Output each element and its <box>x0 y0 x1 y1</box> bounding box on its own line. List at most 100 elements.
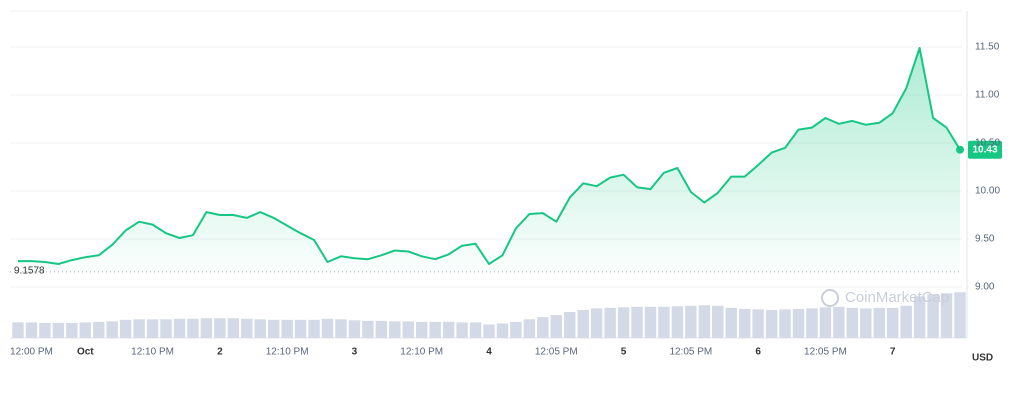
volume-bar <box>779 309 791 338</box>
volume-bar <box>119 319 132 338</box>
y-tick-label: 11.00 <box>975 90 1000 101</box>
volume-bar <box>483 324 495 338</box>
y-tick-label: 10.50 <box>975 138 1000 149</box>
y-tick-label: 9.00 <box>975 282 995 293</box>
volume-bar <box>456 322 468 338</box>
x-tick-label: 2 <box>217 347 223 358</box>
x-tick-label: 5 <box>621 347 627 358</box>
volume-bar <box>146 319 159 338</box>
watermark-logo <box>821 289 839 307</box>
volume-bar <box>308 319 320 338</box>
volume-bar <box>725 307 737 338</box>
last-price-dot <box>956 145 964 154</box>
x-tick-label: Oct <box>77 347 94 358</box>
volume-bar <box>833 306 845 338</box>
volume-bar <box>389 321 401 338</box>
x-tick-label: 12:10 PM <box>400 347 443 358</box>
volume-bar <box>12 322 24 338</box>
currency-label: USD <box>972 353 993 364</box>
volume-bar <box>187 318 199 338</box>
volume-bar <box>52 322 65 338</box>
x-tick-label: 6 <box>755 347 761 358</box>
volume-bar <box>846 307 859 338</box>
volume-bar <box>106 321 118 338</box>
volume-bar <box>671 306 684 338</box>
volume-bar <box>617 307 630 338</box>
volume-bar <box>792 308 805 338</box>
volume-bar <box>79 322 92 338</box>
volume-bar <box>93 321 105 338</box>
volume-bar <box>913 296 926 338</box>
volume-bar <box>819 307 832 338</box>
volume-bar <box>429 321 441 338</box>
x-tick-label: 12:10 PM <box>131 347 174 358</box>
volume-bar <box>442 321 455 338</box>
x-tick-label: 3 <box>352 347 358 358</box>
volume-bar <box>604 307 616 338</box>
volume-bar <box>496 323 509 338</box>
volume-bar <box>577 309 589 338</box>
volume-bar <box>214 318 226 338</box>
x-tick-label: 12:00 PM <box>10 347 53 358</box>
volume-bar <box>752 309 764 338</box>
volume-bar <box>738 308 751 338</box>
volume-bar <box>241 318 253 338</box>
volume-bar <box>66 322 78 338</box>
volume-bar <box>927 294 939 338</box>
x-tick-label: 7 <box>890 347 896 358</box>
volume-bar <box>564 312 576 338</box>
volume-bar <box>25 322 38 338</box>
volume-bar <box>469 322 482 338</box>
volume-bar <box>375 320 388 338</box>
volume-bar <box>335 319 347 338</box>
volume-bar <box>550 315 563 338</box>
volume-bar <box>133 319 145 338</box>
volume-bar <box>321 318 334 338</box>
volume-bar <box>900 305 912 338</box>
volume-bar <box>200 318 213 338</box>
volume-bar <box>227 318 240 338</box>
volume-bar <box>415 321 428 338</box>
price-area <box>18 48 960 272</box>
x-tick-label: 12:05 PM <box>669 347 712 358</box>
price-tag-label: 10.43 <box>972 144 997 155</box>
x-tick-label: 12:05 PM <box>535 347 578 358</box>
volume-bar <box>537 317 549 338</box>
volume-bar <box>267 319 280 338</box>
volume-bar <box>860 308 872 338</box>
x-tick-label: 4 <box>486 347 492 358</box>
volume-bar <box>685 305 697 338</box>
volume-bar <box>348 320 361 338</box>
volume-bar <box>806 308 818 338</box>
volume-bar <box>644 306 657 338</box>
volume-bar <box>631 306 643 338</box>
x-tick-label: 12:05 PM <box>804 347 847 358</box>
volume-bar <box>254 319 266 338</box>
watermark: CoinMarketCap <box>845 289 949 306</box>
price-tag <box>968 140 1002 159</box>
volume-bar <box>658 306 670 338</box>
y-tick-label: 9.50 <box>975 234 995 245</box>
y-tick-label: 10.00 <box>975 186 1000 197</box>
volume-bar <box>173 318 186 338</box>
volume-bar <box>712 305 724 338</box>
price-line <box>18 47 961 265</box>
volume-bar <box>523 319 536 338</box>
x-tick-label: 12:10 PM <box>266 347 309 358</box>
y-tick-label: 11.50 <box>975 42 1000 53</box>
volume-bar <box>765 309 778 338</box>
volume-bar <box>873 307 885 338</box>
volume-bar <box>362 320 374 338</box>
volume-bar <box>294 319 307 338</box>
volume-bar <box>954 292 966 338</box>
volume-bars <box>12 292 966 338</box>
volume-bar <box>940 293 953 338</box>
volume-bar <box>886 307 899 338</box>
volume-bar <box>281 319 293 338</box>
price-plot: 9.157810.43 <box>10 47 1002 276</box>
volume-bar <box>402 321 414 338</box>
volume-bar <box>590 308 603 338</box>
volume-bar <box>510 321 522 338</box>
volume-bar <box>39 322 51 338</box>
volume-bar <box>698 305 711 338</box>
